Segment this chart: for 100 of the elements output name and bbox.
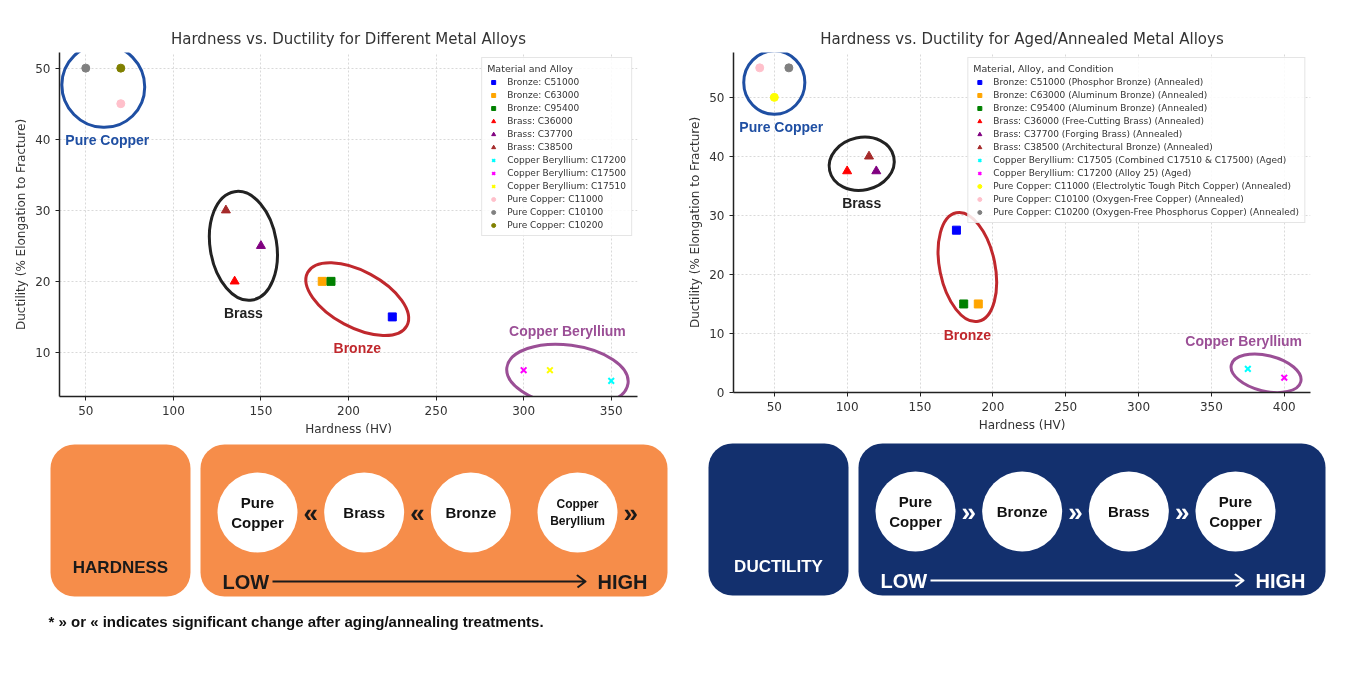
text: HARDNESS	[72, 558, 169, 577]
point	[769, 92, 779, 102]
point	[116, 99, 126, 109]
legend-label: Brass: C36000 (Free-Cutting Brass) (Annealed)	[993, 116, 1204, 126]
y-tick-label: 10	[35, 345, 51, 360]
x-axis-title: Hardness (HV)	[978, 417, 1066, 432]
point	[607, 377, 616, 385]
category-label: Pure Copper	[889, 493, 942, 530]
legend-label: Bronze: C95400 (Aluminum Bronze) (Annealed)	[993, 103, 1208, 113]
point	[973, 299, 983, 309]
legend-label: Bronze: C51000 (Phosphor Bronze) (Annealed)	[993, 77, 1204, 87]
y-tick-label: 50	[709, 90, 725, 105]
legend-label: Pure Copper: C11000 (Electrolytic Tough Pitch Copper) (Annealed)	[993, 181, 1291, 191]
annotation: Copper Beryllium	[1185, 333, 1303, 350]
point	[951, 225, 961, 235]
text: LOW	[880, 569, 928, 592]
y-tick-label: 40	[709, 149, 725, 164]
point	[326, 276, 336, 286]
y-tick-label: 30	[709, 208, 725, 223]
category-label: Bronze	[996, 503, 1048, 520]
text: »	[961, 496, 977, 527]
legend-label: Brass: C38500 (Architectural Bronze) (Annealed)	[993, 142, 1213, 152]
text: HIGH	[1255, 569, 1306, 592]
x-tick-label: 100	[835, 399, 859, 414]
y-tick-label: 30	[35, 203, 51, 218]
legend-label: Pure Copper: C10100 (Oxygen-Free Copper) (Annealed)	[993, 194, 1244, 204]
point	[317, 276, 327, 286]
x-tick-label: 100	[161, 403, 185, 418]
legend-label: Bronze: C63000	[507, 90, 580, 100]
legend-label: Brass: C36000	[507, 116, 573, 126]
legend-label: Copper Beryllium: C17200	[507, 155, 626, 165]
legend-label: Brass: C37700	[507, 129, 573, 139]
x-tick-label: 150	[908, 399, 932, 414]
legend-label: Bronze: C95400	[507, 103, 580, 113]
legend-label: Copper Beryllium: C17505 (Combined C17510 & C17500) (Aged)	[993, 155, 1287, 165]
legend-title: Material, Alloy, and Condition	[973, 63, 1115, 74]
legend-label: Bronze: C51000	[507, 77, 580, 87]
point	[871, 165, 882, 175]
annotation: Bronze	[943, 326, 992, 343]
annotation: Brass	[223, 305, 264, 322]
point	[959, 299, 969, 309]
point	[81, 63, 91, 73]
x-tick-label: 300	[512, 403, 536, 418]
point	[784, 63, 794, 73]
annotation: Pure Copper	[65, 132, 150, 149]
point	[116, 63, 126, 73]
text: «	[410, 497, 425, 528]
point	[387, 312, 397, 322]
annotation: Copper Beryllium	[509, 323, 626, 340]
legend-label: Pure Copper: C10100	[507, 207, 604, 217]
point	[842, 165, 853, 175]
y-axis-title: Ductility (% Elongation to Fracture)	[14, 118, 29, 331]
legend-label: Pure Copper: C11000	[507, 194, 604, 204]
chart-title: Hardness vs. Ductility for Different Metal Alloys	[170, 29, 527, 48]
category-label: Brass	[343, 504, 386, 521]
text: »	[1068, 496, 1083, 527]
annotation: Pure Copper	[739, 119, 824, 136]
legend-label: Pure Copper: C10200	[507, 220, 604, 230]
text: LOW	[222, 570, 270, 593]
category-label: Copper Beryllium	[550, 497, 605, 528]
point	[229, 275, 240, 285]
x-tick-label: 300	[1127, 399, 1151, 414]
legend-label: Copper Beryllium: C17510	[507, 181, 626, 191]
point	[864, 150, 875, 160]
legend-label: Bronze: C63000 (Aluminum Bronze) (Annealed)	[993, 90, 1208, 100]
text: DUCTILITY	[734, 557, 824, 576]
x-tick-label: 400	[1272, 399, 1296, 414]
legend-title: Material and Alloy	[487, 63, 574, 74]
y-tick-label: 10	[709, 326, 725, 341]
chart-title: Hardness vs. Ductility for Aged/Annealed Metal Alloys	[820, 29, 1224, 48]
legend-label: Brass: C37700 (Forging Brass) (Annealed)	[993, 129, 1183, 139]
x-tick-label: 250	[424, 403, 448, 418]
point	[755, 63, 765, 73]
point	[255, 240, 266, 249]
x-tick-label: 200	[981, 399, 1005, 414]
category-label: Pure Copper	[1209, 493, 1262, 530]
text: * » or « indicates significant change after aging/annealing treatments.	[48, 613, 544, 630]
category-label: Bronze	[445, 504, 497, 521]
x-tick-label: 50	[78, 403, 94, 418]
x-tick-label: 350	[1199, 399, 1223, 414]
x-tick-label: 50	[766, 399, 782, 414]
text: »	[623, 497, 639, 528]
x-tick-label: 350	[599, 403, 623, 418]
y-tick-label: 0	[716, 386, 725, 400]
category-label: Pure Copper	[231, 494, 284, 531]
annotation: Brass	[842, 195, 882, 212]
y-tick-label: 20	[709, 267, 725, 282]
x-tick-label: 150	[249, 403, 273, 418]
legend-label: Copper Beryllium: C17500	[507, 168, 626, 178]
legend-label: Pure Copper: C10200 (Oxygen-Free Phosphorus Copper) (Annealed)	[993, 207, 1299, 217]
y-axis-title: Ductility (% Elongation to Fracture)	[688, 116, 703, 329]
annotation: Bronze	[333, 340, 382, 357]
legend-label: Copper Beryllium: C17200 (Alloy 25) (Aged)	[993, 168, 1192, 178]
y-tick-label: 20	[35, 274, 51, 289]
x-tick-label: 250	[1054, 399, 1078, 414]
category-label: Brass	[1107, 503, 1150, 520]
text: »	[1174, 496, 1190, 527]
legend-label: Brass: C38500	[507, 142, 573, 152]
x-tick-label: 200	[337, 403, 360, 418]
text: «	[303, 497, 319, 528]
